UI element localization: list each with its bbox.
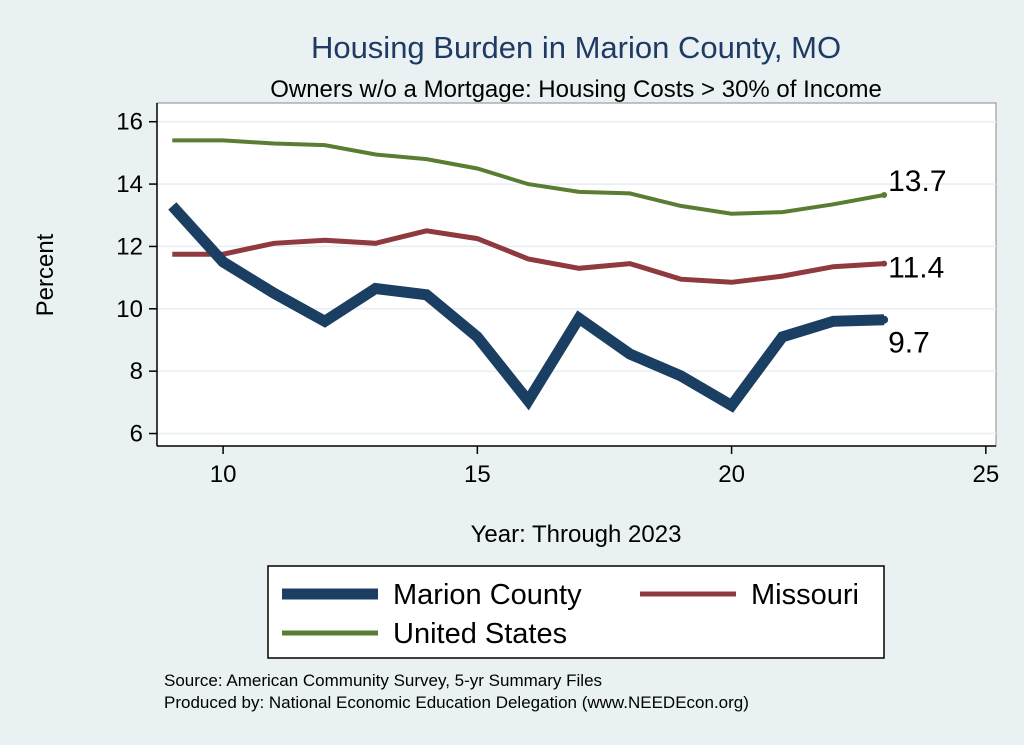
end-label-marion-county: 9.7 [888, 327, 930, 360]
series-lines: 13.7 11.4 9.7 [168, 138, 947, 413]
y-tick-label-8: 8 [130, 358, 143, 385]
legend-box [267, 565, 885, 659]
end-point-united-states [881, 191, 888, 198]
x-axis-label: Year: Through 2023 [471, 521, 682, 548]
source-note: Source: American Community Survey, 5-yr … [164, 671, 602, 690]
y-tick-label-10: 10 [116, 296, 143, 323]
legend-label-marion-county: Marion County [393, 579, 582, 611]
axes: 6 8 10 12 14 16 10 15 20 25 [116, 103, 999, 488]
x-tick-label-10: 10 [210, 461, 237, 488]
y-tick-label-16: 16 [116, 109, 143, 136]
legend-label-united-states: United States [393, 618, 567, 650]
x-tick-label-25: 25 [972, 461, 999, 488]
end-label-missouri: 11.4 [888, 252, 944, 285]
chart-title: Housing Burden in Marion County, MO [311, 30, 841, 65]
end-point-missouri [881, 260, 888, 267]
end-label-united-states: 13.7 [888, 165, 946, 198]
y-axis-label: Percent [32, 233, 59, 316]
y-tick-label-12: 12 [116, 233, 143, 260]
series-line-marion-county [168, 202, 885, 413]
legend: Marion County Missouri United States [267, 565, 885, 659]
legend-label-missouri: Missouri [751, 579, 859, 611]
series-line-missouri [172, 228, 885, 285]
end-point-marion-county [880, 315, 889, 324]
producer-note: Produced by: National Economic Education… [164, 693, 749, 712]
y-tick-label-14: 14 [116, 171, 143, 198]
y-tick-label-6: 6 [130, 421, 143, 448]
chart-subtitle: Owners w/o a Mortgage: Housing Costs > 3… [270, 76, 882, 103]
x-tick-label-20: 20 [718, 461, 745, 488]
x-tick-label-15: 15 [464, 461, 491, 488]
plot-area [156, 102, 997, 447]
series-line-united-states [172, 138, 885, 216]
